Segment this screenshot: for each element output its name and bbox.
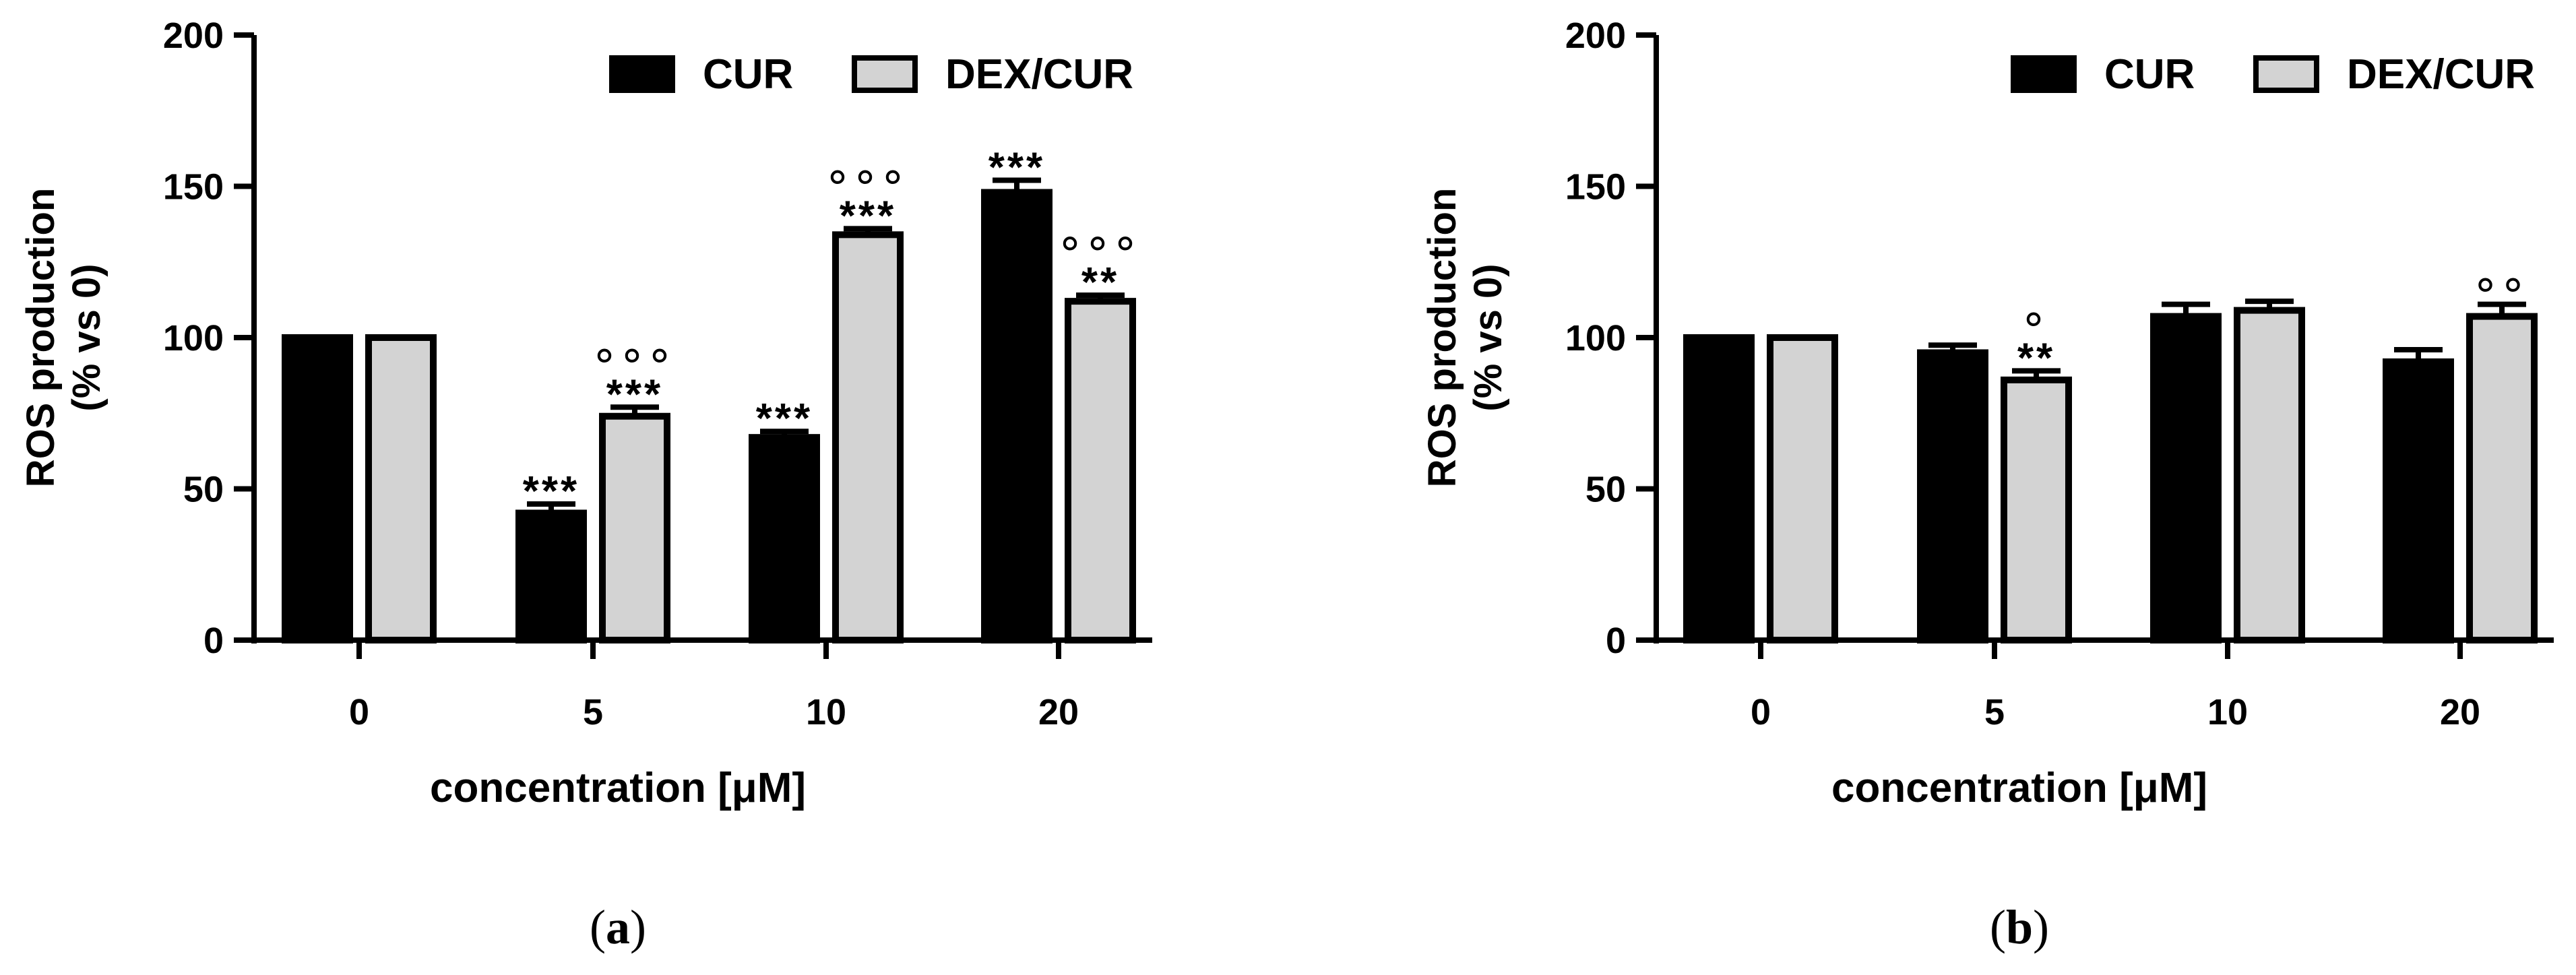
y-tick-label: 150 (163, 167, 224, 208)
y-tick-label: 150 (1565, 167, 1626, 208)
legend-label-dex-cur: DEX/CUR (945, 51, 1133, 98)
x-tick-label: 5 (1984, 692, 2005, 732)
y-tick-label: 0 (203, 621, 224, 661)
bar-cur (981, 189, 1053, 644)
x-tick-label: 20 (1038, 692, 1079, 732)
legend-swatch-dex-cur (2253, 55, 2319, 93)
legend-label-dex-cur: DEX/CUR (2347, 51, 2535, 98)
legend-swatch-cur (2011, 55, 2077, 93)
bar-dex-cur (1065, 298, 1136, 643)
x-tick-label: 0 (349, 692, 369, 732)
x-axis-label: concentration [μM] (1831, 765, 2207, 811)
y-tick-label: 50 (1585, 470, 1626, 510)
significance-stars: *** (523, 468, 579, 515)
y-tick-label: 100 (1565, 318, 1626, 358)
x-tick-label: 0 (1751, 692, 1771, 732)
panel-label: (a) (590, 900, 646, 954)
significance-stars: *** (988, 145, 1045, 191)
significance-stars: *** (756, 396, 813, 442)
y-axis-label-line2: (% vs 0) (65, 263, 108, 411)
bar-cur (515, 509, 587, 643)
x-tick-label: 10 (806, 692, 846, 732)
significance-circles: °°° (1059, 228, 1142, 280)
bar-cur (282, 334, 353, 643)
y-axis-label: ROS production (1420, 188, 1464, 488)
y-axis-label-line2: (% vs 0) (1466, 263, 1510, 411)
y-tick-label: 0 (1606, 621, 1626, 661)
significance-stars: *** (840, 193, 896, 239)
significance-stars: ** (1081, 259, 1119, 306)
y-tick-label: 200 (163, 15, 224, 56)
legend-swatch-dex-cur (852, 55, 918, 93)
bar-dex-cur (1767, 334, 1838, 643)
bar-dex-cur (599, 412, 670, 643)
x-tick-label: 5 (583, 692, 603, 732)
panel-label: (b) (1990, 900, 2049, 954)
bar-dex-cur (2234, 307, 2305, 643)
bar-cur (749, 434, 820, 643)
significance-circles: ° (2023, 304, 2050, 356)
legend-label-cur: CUR (703, 51, 793, 98)
y-tick-label: 200 (1565, 15, 1626, 56)
significance-circles: °°° (827, 162, 910, 214)
bar-cur (2150, 313, 2222, 643)
y-tick-label: 100 (163, 318, 224, 358)
y-axis-label: ROS production (19, 188, 63, 488)
bar-cur (1917, 349, 1988, 643)
x-tick-label: 20 (2440, 692, 2480, 732)
y-tick-label: 50 (183, 470, 224, 510)
significance-stars: *** (606, 371, 663, 418)
bar-dex-cur (2466, 313, 2538, 643)
x-axis-label: concentration [μM] (430, 765, 806, 811)
significance-circles: °°° (594, 340, 677, 392)
significance-circles: °° (2474, 270, 2530, 322)
bar-dex-cur (832, 231, 904, 643)
x-tick-label: 10 (2207, 692, 2248, 732)
legend-label-cur: CUR (2104, 51, 2195, 98)
significance-stars: ** (2017, 335, 2055, 381)
legend-swatch-cur (609, 55, 675, 93)
bar-cur (1683, 334, 1755, 643)
bar-dex-cur (2001, 376, 2072, 643)
bar-cur (2383, 358, 2454, 643)
bar-dex-cur (365, 334, 437, 643)
